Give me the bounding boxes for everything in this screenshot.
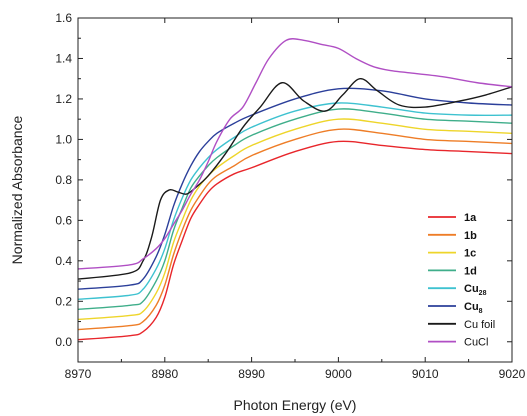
x-axis-label: Photon Energy (eV) [234,397,357,413]
series-line-cu28 [77,102,513,300]
series-line-cu8 [77,87,513,290]
x-tick-label: 9020 [499,367,526,381]
legend: 1a 1b 1c 1d Cu28 Cu8 Cu foil CuCl [428,212,495,349]
y-tick-label: 1.6 [55,11,72,25]
series-line-cucl [77,38,513,270]
legend-label: 1a [464,212,477,224]
legend-subscript: 28 [479,290,487,297]
series-line-1b [77,128,513,331]
series-layer [77,38,513,341]
x-tick-label: 8980 [151,367,178,381]
y-tick-label: 0.2 [55,294,72,308]
y-tick-label: 1.0 [55,132,72,146]
y-tick-label: 1.2 [55,92,72,106]
y-tick-label: 0.0 [55,335,72,349]
series-line-cu-foil [77,78,513,280]
x-tick-label: 9010 [412,367,439,381]
y-tick-label: 0.6 [55,213,72,227]
legend-label: CuCl [464,337,488,349]
y-tick-label: 0.4 [55,254,72,268]
series-line-1a [77,140,513,341]
x-tick-label: 8990 [238,367,265,381]
y-tick-label: 0.8 [55,173,72,187]
plot-frame [77,17,513,363]
ticks-layer: 8970 8980 8990 9000 9010 9020 0.0 0.2 0.4 0.6 0.8 1… [55,11,525,381]
series-line-1d [77,108,513,311]
y-axis-label: Normalized Absorbance [9,115,25,264]
y-tick-label: 1.4 [55,51,72,65]
legend-label: 1d [464,265,477,277]
legend-subscript: 8 [479,308,483,315]
legend-label: 1b [464,230,477,242]
legend-label: 1c [464,248,476,260]
x-tick-label: 8970 [65,367,92,381]
legend-label: Cu28 [464,283,487,297]
legend-label: Cu foil [464,319,495,331]
x-tick-label: 9000 [325,367,352,381]
legend-label: Cu8 [464,301,483,315]
